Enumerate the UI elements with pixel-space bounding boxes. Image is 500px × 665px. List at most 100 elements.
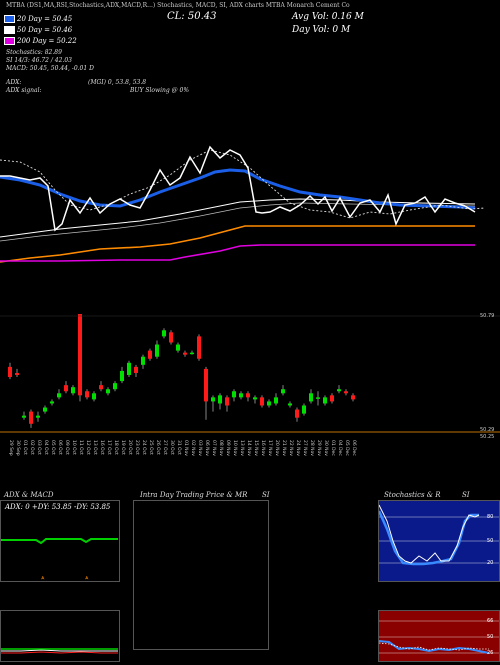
x-tick-label: 06 Dec [351, 440, 357, 456]
candle-body [190, 352, 194, 355]
candle-body [211, 397, 215, 402]
x-tick-label: 10 Nov [232, 440, 238, 456]
adx-line [1, 538, 118, 545]
rsi-tick-26: 26 [487, 650, 493, 656]
x-tick-label: 12 Oct [85, 440, 91, 455]
x-tick-label: 30 Oct [169, 440, 175, 455]
x-tick-label: 02 Oct [29, 440, 35, 455]
adx-signal-label: ADX signal: [6, 87, 42, 94]
x-tick-label: 21 Nov [281, 440, 287, 456]
x-tick-label: 31 Oct [176, 440, 182, 455]
candle-body [309, 393, 313, 402]
candle-body [50, 401, 54, 404]
stochastics-chart: 80 50 20 [377, 504, 499, 566]
x-tick-label: 06 Oct [57, 440, 63, 455]
rsi-tick-50: 50 [487, 634, 493, 640]
legend-ma20-swatch [4, 15, 15, 23]
x-tick-label: 13 Oct [92, 440, 98, 455]
rsi-line-blue [378, 640, 490, 654]
x-tick-label: 25 Oct [148, 440, 154, 455]
x-tick-label: 30 Nov [323, 440, 329, 456]
x-tick-label: 20 Oct [127, 440, 133, 455]
stoch-si: SI [462, 491, 470, 499]
adx-marker-2: ⩓ [85, 574, 89, 581]
candle-body [8, 366, 12, 378]
x-tick-label: 28 Nov [309, 440, 315, 456]
x-tick-label: 13 Nov [239, 440, 245, 456]
price-label-low1: 50.29 [480, 427, 494, 433]
candle-body [134, 366, 138, 373]
candles-group [8, 314, 355, 428]
candle-body [337, 389, 341, 392]
candle-body [71, 387, 75, 394]
x-tick-label: 27 Oct [162, 440, 168, 455]
candle-body [232, 391, 236, 398]
x-tick-label: 04 Oct [43, 440, 49, 455]
x-tick-label: 06 Nov [204, 440, 210, 456]
legend-ma200-swatch [4, 37, 15, 45]
legend-ma50-label: 50 Day = 50.46 [17, 26, 73, 34]
x-tick-label: 03 Oct [36, 440, 42, 455]
candle-body [92, 393, 96, 400]
x-tick-label: 19 Oct [120, 440, 126, 455]
x-tick-label: 29 Sep [8, 440, 14, 456]
stoch-k-line [377, 510, 479, 566]
candle-body [169, 332, 173, 343]
stochastics-value: Stochastics: 82.89 [6, 49, 62, 56]
candle-body [281, 389, 285, 394]
rsi-chart: 66 50 26 [378, 618, 499, 656]
legend-ma50-swatch [4, 26, 15, 34]
x-tick-label: 16 Nov [260, 440, 266, 456]
x-tick-label: 24 Oct [141, 440, 147, 455]
candle-body [330, 395, 334, 402]
intraday-panel [133, 500, 269, 650]
candle-body [22, 415, 26, 418]
stoch-d-line [378, 504, 480, 564]
candle-body [274, 397, 278, 404]
legend-ma200-label: 200 Day = 50.22 [17, 37, 77, 45]
candle-body [106, 389, 110, 394]
mgi-value: (MGI) 0, 53.8, 53.8 [88, 79, 147, 86]
x-tick-label: 20 Nov [274, 440, 280, 456]
price-label-high: 50.79 [480, 313, 494, 319]
candle-body [99, 385, 103, 390]
candle-body [351, 395, 355, 400]
close-value: CL: 50.43 [167, 11, 217, 22]
candle-body [141, 356, 145, 365]
candle-body [295, 409, 299, 418]
candle-body [197, 336, 201, 359]
adx-chart: ⩓ ⩓ [1, 538, 118, 581]
candle-body [127, 362, 131, 375]
candle-body [64, 385, 68, 392]
legend-ma20: 20 Day = 50.45 [4, 15, 72, 23]
header-line: MTBA (DS1,MA,RSI,Stochastics,ADX,MACD,R.… [6, 2, 350, 9]
candle-body [120, 370, 124, 382]
si-value: SI 14/3: 46.72 / 42.03 [6, 57, 72, 64]
candle-body [204, 368, 208, 402]
x-tick-label: 27 Nov [302, 440, 308, 456]
moving-average-lines [0, 145, 486, 263]
x-tick-label: 01 Oct [22, 440, 28, 455]
macd-panel [0, 610, 120, 662]
intraday-title: Intra Day Trading Price & MR [140, 491, 248, 499]
rsi-panel: 66 50 26 [378, 610, 500, 662]
candle-body [239, 393, 243, 398]
candle-body [288, 403, 292, 406]
x-tick-label: 29 Nov [316, 440, 322, 456]
candle-body [85, 391, 89, 398]
x-tick-label: 01 Nov [183, 440, 189, 456]
x-tick-label: 05 Dec [344, 440, 350, 456]
ma200-line [0, 244, 475, 262]
stoch-title: Stochastics & R [384, 491, 441, 499]
x-tick-label: 05 Oct [50, 440, 56, 455]
candle-body [246, 393, 250, 398]
x-tick-label: 11 Oct [78, 440, 84, 455]
legend-ma20-label: 20 Day = 50.45 [17, 15, 73, 23]
legend-ma200: 200 Day = 50.22 [4, 37, 77, 45]
candle-body [29, 411, 33, 424]
main-chart: 29 Sep 30 Sep 01 Oct 02 Oct 03 Oct 04 Oct 05 O… [0, 145, 500, 456]
rsi-line-white [378, 642, 489, 651]
candle-body [267, 401, 271, 406]
candle-body [15, 372, 19, 375]
x-tick-label: 24 Nov [295, 440, 301, 456]
